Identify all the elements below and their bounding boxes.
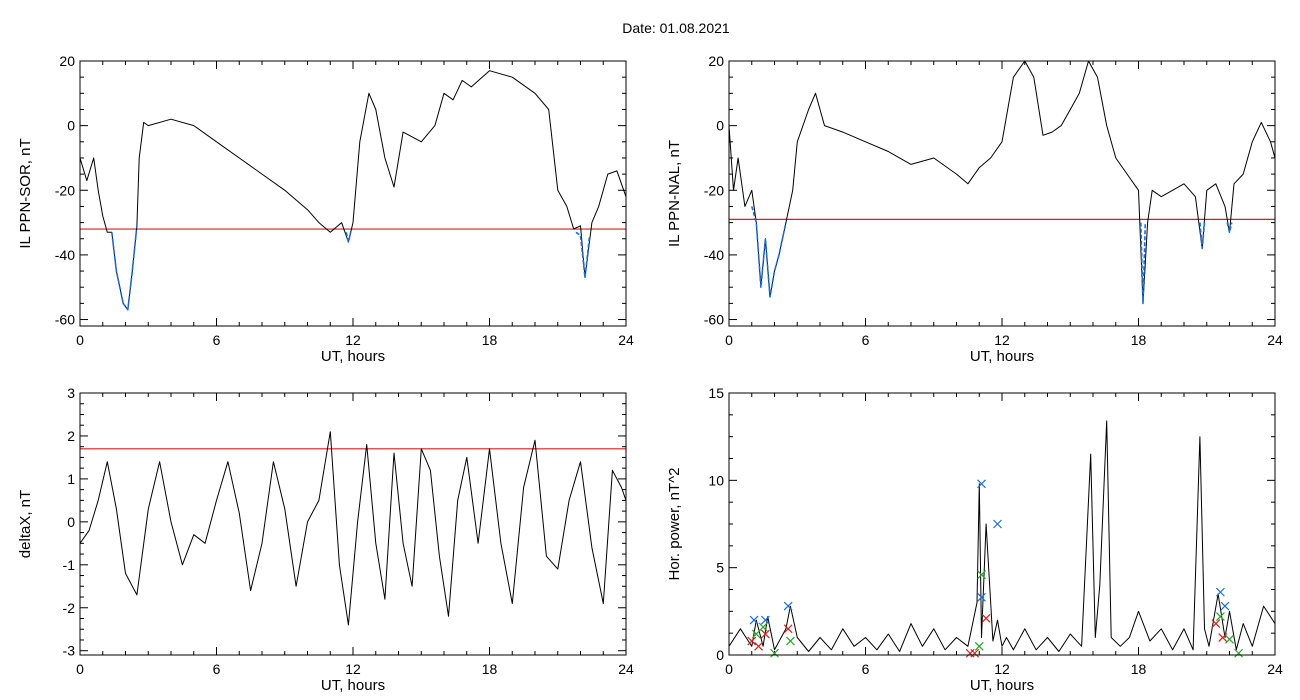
y-tick-label: -60 [55,312,75,328]
marker-red-x [760,629,770,639]
x-tick-label: 24 [618,332,634,348]
x-tick-label: 24 [618,661,634,677]
x-tick-label: 24 [1267,661,1283,677]
x-tick-label: 0 [76,332,84,348]
marker-green-x [786,636,795,646]
marker-blue-x [1220,601,1230,611]
y-tick-label: 0 [716,647,724,663]
plot-frame [728,60,1276,327]
below-threshold-segment [1226,222,1233,234]
y-tick-label: 2 [67,428,75,444]
y-axis-label: deltaX, nT [17,490,34,558]
marker-red-x [1211,619,1221,628]
marker-red-x [970,648,980,658]
series-line [728,420,1276,652]
x-tick-label: 18 [482,661,498,677]
y-axis-label: IL PPN-NAL, nT [666,140,683,247]
marker-green-x [751,629,761,639]
y-tick-label: -40 [55,247,75,263]
marker-blue-x [749,615,759,625]
y-tick-label: -3 [63,643,76,659]
marker-red-x [754,641,763,651]
chart-panel-top-right: 0 6 12 18 24 -60 -40 -20 0 20 UT, hours IL PPN-NAL,… [666,53,1283,365]
x-tick-label: 18 [1131,661,1147,677]
y-tick-label: 1 [67,471,75,487]
x-tick-label: 12 [345,661,361,677]
x-tick-label: 24 [1267,332,1283,348]
x-tick-label: 6 [213,332,221,348]
series-line [79,70,627,311]
x-tick-label: 12 [994,661,1010,677]
y-tick-label: -1 [63,557,76,573]
marker-red-x [783,624,793,634]
y-tick-label: -60 [704,312,724,328]
x-tick-label: 18 [1131,332,1147,348]
x-axis-label: UT, hours [970,677,1034,694]
y-tick-label: 5 [716,560,724,576]
below-threshold-segment [1140,222,1147,305]
y-tick-label: -2 [63,600,76,616]
below-threshold-segment [1199,222,1206,250]
y-tick-label: 0 [67,118,75,134]
series-line [79,431,627,626]
y-tick-label: 15 [708,385,724,401]
y-tick-label: 3 [67,385,75,401]
plot-frame [79,392,627,656]
marker-green-x [974,641,984,651]
marker-green-x [977,570,986,580]
chart-panel-bottom-right: 0 6 12 18 24 0 5 10 15 UT, hours Hor. power, nT^2 [666,385,1283,694]
marker-red-x [747,636,757,646]
y-axis-label: IL PPN-SOR, nT [17,138,34,248]
x-tick-label: 6 [862,332,870,348]
x-axis-label: UT, hours [321,348,385,365]
y-tick-label: -40 [704,247,724,263]
marker-blue-x [760,615,770,625]
figure-title: Date: 01.08.2021 [622,20,730,36]
marker-blue-x [977,592,986,602]
below-threshold-segment [111,225,138,311]
y-tick-label: -20 [55,182,75,198]
x-tick-label: 0 [725,332,733,348]
plot-frame [79,60,627,327]
y-tick-label: 20 [59,53,75,69]
marker-green-x [758,622,768,632]
plot-frame [728,392,1276,656]
x-tick-label: 12 [345,332,361,348]
x-tick-label: 0 [725,661,733,677]
x-tick-label: 0 [76,661,84,677]
y-tick-label: 20 [708,53,724,69]
below-threshold-segment [751,206,787,298]
x-axis-label: UT, hours [321,677,385,694]
marker-blue-x [783,601,793,611]
marker-red-x [1218,633,1228,642]
marker-red-x [981,613,991,623]
y-axis-label: Hor. power, nT^2 [666,468,683,581]
below-threshold-segment [575,231,591,279]
marker-blue-x [977,479,986,489]
marker-green-x [1215,612,1225,621]
marker-green-x [770,648,779,658]
marker-blue-x [993,519,1002,529]
x-tick-label: 18 [482,332,498,348]
x-axis-label: UT, hours [970,348,1034,365]
chart-panel-top-left: 0 6 12 18 24 -60 -40 -20 0 20 UT, hours IL PPN-SOR,… [17,53,634,365]
y-tick-label: 0 [67,514,75,530]
y-tick-label: 0 [716,118,724,134]
marker-blue-x [1215,587,1225,597]
y-tick-label: -20 [704,182,724,198]
marker-green-x [1225,634,1234,644]
x-tick-label: 6 [213,661,221,677]
y-tick-label: 10 [708,472,724,488]
x-tick-label: 12 [994,332,1010,348]
x-tick-label: 6 [862,661,870,677]
marker-green-x [1234,648,1244,658]
below-threshold-segment [345,232,352,243]
